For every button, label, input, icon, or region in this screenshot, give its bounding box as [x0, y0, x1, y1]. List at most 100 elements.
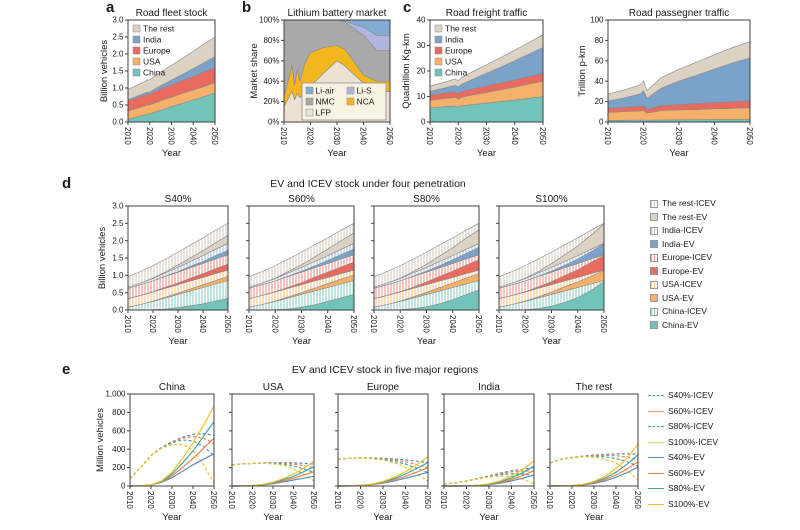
x-tick-label: 2030 [484, 491, 493, 509]
legend-item-S60%-EV: S60%-EV [648, 467, 718, 478]
legend-item-S80%-EV: S80%-EV [648, 484, 718, 493]
x-tick-label: 2020 [639, 127, 648, 145]
y-tick-label: 1.5 [112, 254, 124, 263]
x-tick-label: 2040 [448, 315, 457, 333]
legend-item-China-ICEV: China-ICEV [650, 307, 716, 316]
legend-swatch [650, 267, 658, 275]
legend-item-S100%-EV: S100%-EV [648, 499, 718, 509]
x-tick-label: 2050 [349, 315, 358, 333]
legend-label: India-EV [662, 238, 695, 249]
series-S60%-ICEV [549, 454, 639, 464]
panel-label-e: e [62, 361, 71, 378]
x-tick-label: 2020 [148, 315, 157, 333]
legend-item-India-ICEV: India-ICEV [650, 226, 716, 235]
x-tick-label: 2010 [494, 315, 503, 333]
legend-item-Europe-EV: Europe-EV [650, 266, 716, 276]
x-tick-label: 2050 [633, 491, 642, 509]
chart-title: Road passegner traffic [629, 8, 729, 19]
legend-label: The rest-EV [662, 211, 708, 222]
legend-label: India-ICEV [662, 225, 704, 235]
legend-item-S80%-ICEV: S80%-ICEV [648, 422, 718, 431]
y-tick-label: 10 [417, 92, 426, 101]
y-tick-label: 40 [595, 77, 604, 86]
legend-label: USA-ICEV [662, 279, 703, 289]
y-axis-label: Billion vehicles [99, 40, 110, 103]
legend-swatch-China [132, 68, 141, 77]
legend-swatch-LFP [305, 108, 314, 117]
chart-title: USA [263, 382, 284, 393]
y-tick-label: 2.5 [112, 33, 124, 42]
chart-region-china: 0 200 400 600 800 1,000 2010 2020 2030 2040 2050 Ch… [94, 380, 218, 528]
chart-title: Lithium battery market [288, 8, 387, 19]
x-tick-label: 2010 [123, 127, 132, 145]
x-axis-label: Year [327, 148, 346, 159]
x-tick-label: 2050 [529, 491, 538, 509]
y-tick-label: 400 [112, 445, 126, 454]
chart-title: Europe [367, 382, 400, 393]
y-tick-label: 200 [112, 463, 126, 472]
chart-road-freight-traffic: 0 10 20 30 40 2010 2020 2030 2040 2050 Road freigh… [400, 6, 548, 168]
y-tick-label: 0.5 [112, 288, 124, 297]
x-tick-label: 2030 [173, 315, 182, 333]
legend-label: USA [143, 57, 161, 67]
y-tick-label: 80% [263, 36, 279, 45]
legend-panel-d: The rest-ICEV The rest-EV India-ICEV India-… [650, 199, 716, 330]
e-china-svg: 0 200 400 600 800 1,000 2010 2020 2030 2040 2050 Ch… [95, 382, 218, 523]
y-tick-label: 60% [263, 56, 279, 65]
legend-item-S40%-EV: S40%-EV [648, 453, 718, 462]
x-tick-label: 2030 [167, 127, 176, 145]
x-axis-label: Year [584, 512, 603, 523]
x-tick-label: 2020 [462, 491, 471, 509]
panel-label-a: a [106, 0, 115, 16]
y-tick-label: 2.0 [112, 236, 124, 245]
x-tick-label: 2040 [188, 491, 197, 509]
panel-e-title: EV and ICEV stock in five major regions [291, 364, 479, 376]
series-S100%-EV [549, 443, 639, 487]
x-tick-label: 2050 [474, 315, 483, 333]
legend-item-S60%-ICEV: S60%-ICEV [648, 406, 718, 416]
x-tick-label: 2020 [395, 315, 404, 333]
e-india-svg: 2010 2020 2030 2040 2050 India Year [439, 382, 538, 523]
legend-label: S60%-EV [668, 467, 705, 478]
x-tick-label: 2010 [603, 127, 612, 145]
x-tick-label: 2010 [439, 491, 448, 509]
x-tick-label: 2040 [710, 127, 719, 145]
y-tick-label: 100 [590, 16, 604, 25]
legend-swatch-Europe [132, 46, 141, 55]
panel-label-d: d [62, 175, 72, 192]
x-axis-label: Year [168, 336, 187, 347]
legend-line [648, 426, 664, 427]
legend-swatch-NMC [305, 97, 314, 106]
x-tick-label: 2010 [123, 315, 132, 333]
y-axis-label: Quadrillion Kg-km [401, 33, 412, 109]
road-fleet-svg: 0.0 0.5 1.0 1.5 2.0 2.5 3.0 2010 2020 2030 2040 205… [99, 8, 219, 159]
chart-road-fleet-stock: 0.0 0.5 1.0 1.5 2.0 2.5 3.0 2010 2020 2030 2040 205… [98, 6, 220, 168]
legend-label: Li-S [357, 86, 372, 96]
chart-lithium-battery-market: 0% 20% 40% 60% 80% 100% 2010 2020 2030 2040 2050 Li… [248, 6, 395, 168]
legend-swatch-Li-S [346, 86, 355, 95]
panel-d-title: EV and ICEV stock under four penetration [270, 178, 466, 190]
legend-item-Europe-ICEV: Europe-ICEV [650, 253, 716, 262]
y-tick-label: 3.0 [112, 16, 124, 25]
chart-title: S100% [535, 194, 567, 205]
legend-swatch-India [132, 35, 141, 44]
legend-label: NMC [316, 97, 335, 107]
x-tick-label: 2040 [507, 491, 516, 509]
x-tick-label: 2010 [125, 491, 134, 509]
legend-label: S80%-EV [668, 483, 705, 493]
y-tick-label: 800 [112, 408, 126, 417]
legend-label: The rest-ICEV [662, 198, 716, 208]
legend-swatch-China [434, 68, 443, 77]
legend-label: S40%-EV [668, 452, 705, 462]
y-tick-label: 60 [595, 56, 604, 65]
legend-label: India [445, 35, 464, 45]
legend-line [648, 395, 664, 396]
x-tick-label: 2050 [210, 127, 219, 145]
legend-label: The rest [445, 24, 477, 34]
legend-label: China [143, 68, 165, 78]
x-tick-label: 2030 [422, 315, 431, 333]
legend-swatch-USA [132, 57, 141, 66]
x-tick-label: 2030 [268, 491, 277, 509]
y-axis-label: Billion vehicles [97, 227, 108, 290]
